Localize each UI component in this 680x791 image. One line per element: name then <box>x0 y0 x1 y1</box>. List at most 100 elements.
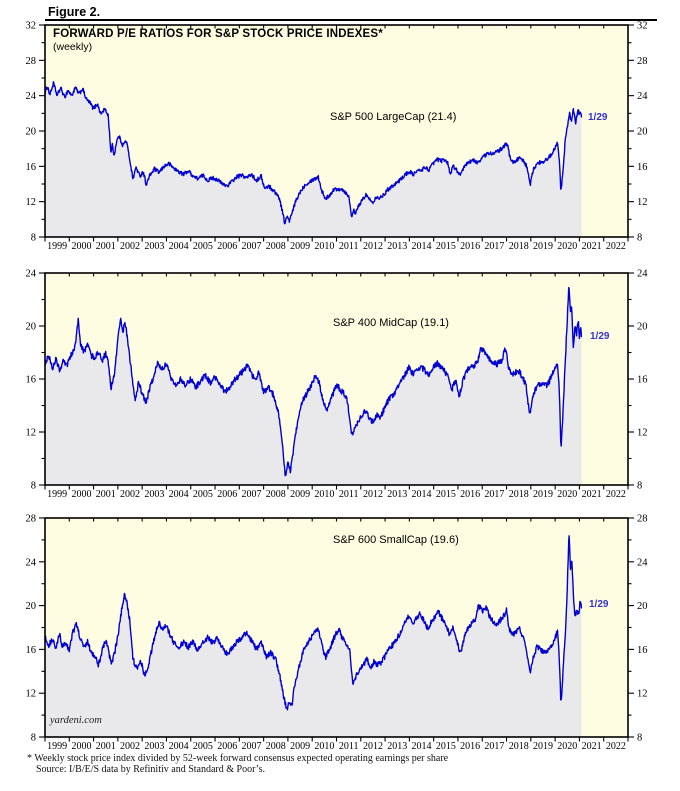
footnote-source: Source: I/B/E/S data by Refinitiv and St… <box>36 764 265 775</box>
figure-label: Figure 2. <box>48 5 101 19</box>
svg-text:2009: 2009 <box>290 241 310 252</box>
series-label-sp400: S&P 400 MidCap (19.1) <box>333 317 449 329</box>
footnote-definition: * Weekly stock price index divided by 52… <box>27 753 449 764</box>
svg-text:2000: 2000 <box>71 241 91 252</box>
svg-text:2002: 2002 <box>120 241 140 252</box>
svg-text:2022: 2022 <box>606 489 626 500</box>
svg-text:2014: 2014 <box>412 741 432 752</box>
svg-text:2003: 2003 <box>144 489 164 500</box>
svg-text:24: 24 <box>26 91 37 102</box>
svg-text:2006: 2006 <box>217 489 237 500</box>
svg-text:2011: 2011 <box>339 489 359 500</box>
latest-date-label-sp400: 1/29 <box>590 331 610 342</box>
svg-text:2004: 2004 <box>169 489 189 500</box>
svg-text:2018: 2018 <box>509 489 529 500</box>
svg-text:2008: 2008 <box>266 489 286 500</box>
svg-text:2005: 2005 <box>193 741 213 752</box>
svg-text:8: 8 <box>637 733 642 744</box>
svg-text:2000: 2000 <box>71 489 91 500</box>
svg-text:2016: 2016 <box>460 489 480 500</box>
svg-text:24: 24 <box>26 269 37 280</box>
svg-text:12: 12 <box>637 428 648 439</box>
chart-subtitle: (weekly) <box>53 41 93 53</box>
svg-text:16: 16 <box>637 375 648 386</box>
svg-text:2017: 2017 <box>484 741 504 752</box>
svg-text:2022: 2022 <box>606 741 626 752</box>
svg-text:32: 32 <box>637 21 648 32</box>
svg-text:2013: 2013 <box>387 489 407 500</box>
svg-text:12: 12 <box>637 197 648 208</box>
svg-text:32: 32 <box>26 21 37 32</box>
svg-text:28: 28 <box>26 56 37 67</box>
latest-date-label-sp600: 1/29 <box>589 599 609 610</box>
svg-text:2001: 2001 <box>96 741 116 752</box>
svg-text:2001: 2001 <box>96 241 116 252</box>
svg-text:2002: 2002 <box>120 489 140 500</box>
svg-text:2019: 2019 <box>533 741 553 752</box>
svg-text:2011: 2011 <box>339 741 359 752</box>
svg-text:2020: 2020 <box>557 741 577 752</box>
yardeni-watermark: yardeni.com <box>50 715 102 726</box>
svg-text:2015: 2015 <box>436 489 456 500</box>
svg-text:2003: 2003 <box>144 741 164 752</box>
svg-text:16: 16 <box>26 645 37 656</box>
svg-text:1999: 1999 <box>47 741 67 752</box>
svg-text:2016: 2016 <box>460 741 480 752</box>
svg-text:12: 12 <box>26 428 37 439</box>
svg-text:8: 8 <box>31 733 36 744</box>
svg-text:2018: 2018 <box>509 741 529 752</box>
svg-text:2018: 2018 <box>509 241 529 252</box>
svg-text:2014: 2014 <box>412 489 432 500</box>
svg-text:16: 16 <box>637 162 648 173</box>
svg-text:2017: 2017 <box>484 489 504 500</box>
svg-text:2005: 2005 <box>193 489 213 500</box>
svg-text:2016: 2016 <box>460 241 480 252</box>
svg-text:24: 24 <box>637 557 648 568</box>
svg-text:2007: 2007 <box>241 489 261 500</box>
svg-text:20: 20 <box>26 601 37 612</box>
svg-text:2021: 2021 <box>582 241 602 252</box>
svg-text:20: 20 <box>26 322 37 333</box>
svg-text:12: 12 <box>26 689 37 700</box>
svg-text:2012: 2012 <box>363 741 383 752</box>
svg-text:24: 24 <box>637 269 648 280</box>
svg-text:20: 20 <box>26 127 37 138</box>
series-label-sp500: S&P 500 LargeCap (21.4) <box>330 111 457 123</box>
svg-text:2008: 2008 <box>266 741 286 752</box>
svg-text:2013: 2013 <box>387 741 407 752</box>
svg-text:16: 16 <box>26 375 37 386</box>
svg-text:2010: 2010 <box>314 241 334 252</box>
svg-text:2017: 2017 <box>484 241 504 252</box>
svg-text:1999: 1999 <box>47 241 67 252</box>
svg-text:16: 16 <box>637 645 648 656</box>
svg-text:2006: 2006 <box>217 241 237 252</box>
svg-text:2020: 2020 <box>557 241 577 252</box>
svg-text:24: 24 <box>26 557 37 568</box>
svg-text:2007: 2007 <box>241 741 261 752</box>
svg-text:2011: 2011 <box>339 241 359 252</box>
svg-text:16: 16 <box>26 162 37 173</box>
svg-text:2012: 2012 <box>363 489 383 500</box>
svg-text:2010: 2010 <box>314 741 334 752</box>
svg-text:2008: 2008 <box>266 241 286 252</box>
svg-text:2010: 2010 <box>314 489 334 500</box>
svg-text:2019: 2019 <box>533 241 553 252</box>
svg-text:1999: 1999 <box>47 489 67 500</box>
svg-text:12: 12 <box>26 197 37 208</box>
svg-text:8: 8 <box>637 481 642 492</box>
latest-date-label-sp500: 1/29 <box>588 112 608 123</box>
svg-text:20: 20 <box>637 127 648 138</box>
svg-text:24: 24 <box>637 91 648 102</box>
svg-text:12: 12 <box>637 689 648 700</box>
svg-text:28: 28 <box>26 514 37 525</box>
svg-text:20: 20 <box>637 601 648 612</box>
svg-text:2019: 2019 <box>533 489 553 500</box>
svg-text:2000: 2000 <box>71 741 91 752</box>
svg-text:2021: 2021 <box>582 489 602 500</box>
svg-text:8: 8 <box>637 233 642 244</box>
svg-text:2004: 2004 <box>169 741 189 752</box>
